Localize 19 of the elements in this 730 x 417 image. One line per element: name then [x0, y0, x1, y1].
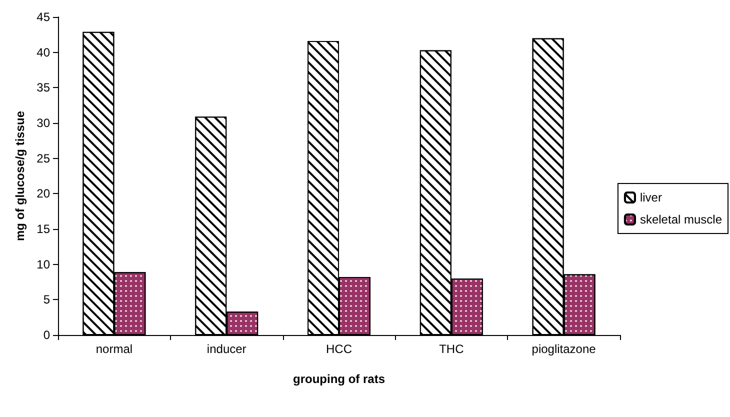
x-axis-title: grouping of rats — [293, 372, 386, 386]
y-axis-title: mg of glucose/g tissue — [12, 110, 27, 242]
y-tick-label: 10 — [36, 257, 50, 272]
y-tick-label: 35 — [36, 80, 50, 95]
x-tick-label: normal — [96, 342, 133, 356]
y-tick-label: 40 — [36, 45, 50, 60]
legend-label: liver — [640, 190, 662, 204]
x-tick-label: HCC — [326, 342, 352, 356]
x-tick-label: inducer — [206, 342, 246, 356]
y-tick-label: 5 — [43, 292, 50, 307]
y-tick-label: 25 — [36, 151, 50, 166]
y-tick-label: 20 — [36, 186, 50, 201]
y-tick-label: 15 — [36, 222, 50, 236]
x-tick-label: pioglitazone — [532, 342, 596, 356]
y-tick-label: 0 — [43, 328, 50, 342]
legend-label: skeletal muscle — [640, 212, 722, 226]
y-tick-label: 45 — [36, 10, 50, 24]
x-tick-label: THC — [439, 342, 464, 356]
y-tick-label: 30 — [36, 116, 50, 130]
